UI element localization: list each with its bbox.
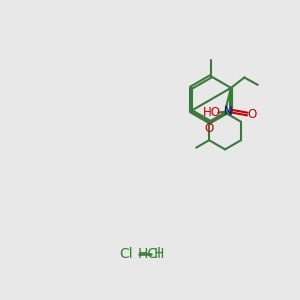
Text: HCl: HCl — [138, 247, 162, 261]
Text: O: O — [205, 122, 214, 135]
Text: HO: HO — [203, 106, 221, 119]
Text: H: H — [154, 247, 164, 261]
Text: N: N — [224, 105, 233, 118]
Text: O: O — [247, 107, 256, 121]
Text: Cl: Cl — [119, 247, 133, 261]
